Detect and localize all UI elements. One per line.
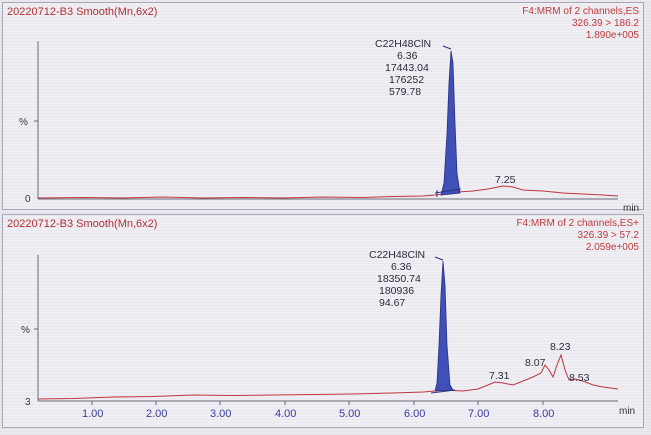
mrm-transition: 326.39 > 57.2 [577,230,639,241]
x-unit-label: min [619,406,635,417]
minor-peak-label: 7.25 [495,174,516,186]
x-tick-label: 8.00 [533,408,554,420]
chromatogram-panel-top[interactable]: 20220712-B3 Smooth(Mn,6x2) F4:MRM of 2 c… [2,2,644,211]
peak-signal-to-noise: 579.78 [389,86,421,98]
peak-baseline [430,389,456,394]
x-tick-label: 1.00 [82,408,103,420]
x-tick-label: 5.00 [339,408,360,420]
y-baseline-label: 0 [25,194,31,205]
y-baseline-label: 3 [25,397,31,408]
y-axis-label: % [21,325,30,336]
integrated-peak[interactable] [434,260,454,392]
x-tick-label: 2.00 [146,408,167,420]
x-tick-label: 3.00 [210,408,231,420]
chromatogram-plot-bottom: % 3 1.00 2.00 3.00 4.00 5.00 6.00 7.00 8… [21,249,635,420]
channel-description: F4:MRM of 2 channels,ES [522,6,639,17]
peak-area: 17443.04 [385,62,429,74]
y-axis-label: % [19,117,28,128]
peak-signal-to-noise: 94.67 [379,297,405,309]
intensity-scale: 1.890e+005 [585,30,639,41]
x-tick-label: 6.00 [404,408,425,420]
peak-rt: 6.36 [391,261,412,273]
peak-height: 176252 [389,74,424,86]
peak-label-leader [442,45,452,50]
chromatogram-trace [37,353,619,400]
minor-peak-label: 8.23 [550,341,571,353]
x-axis-ticks [91,401,544,405]
channel-info: F4:MRM of 2 channels,ES+ 326.39 > 57.2 2… [516,218,639,254]
peak-area: 18350.74 [377,273,421,285]
peak-compound: C22H48ClN [375,38,431,50]
peak-baseline [434,188,462,194]
peak-label-leader [434,256,444,261]
x-unit-label: min [623,203,639,211]
intensity-scale: 2.059e+005 [585,242,639,253]
integrated-peak[interactable] [440,50,461,196]
chromatogram-trace [37,185,619,199]
channel-description: F4:MRM of 2 channels,ES+ [516,218,639,229]
panel-title: 20220712-B3 Smooth(Mn,6x2) [7,218,158,230]
chromatogram-plot-top: % 0 min C22H48ClN 6.36 17443.04 176252 5… [19,38,639,211]
peak-compound: C22H48ClN [369,249,425,261]
mrm-transition: 326.39 > 186.2 [571,18,639,29]
x-tick-label: 4.00 [275,408,296,420]
minor-peak-label: 7.31 [489,370,510,382]
panel-title: 20220712-B3 Smooth(Mn,6x2) [7,6,158,18]
minor-peak-label: 8.07 [525,357,546,369]
peak-height: 180936 [379,285,414,297]
chromatogram-panel-bottom[interactable]: 20220712-B3 Smooth(Mn,6x2) F4:MRM of 2 c… [2,214,644,428]
minor-peak-label: 8.53 [569,372,590,384]
x-tick-label: 7.00 [468,408,489,420]
channel-info: F4:MRM of 2 channels,ES 326.39 > 186.2 1… [522,6,639,42]
peak-rt: 6.36 [397,50,418,62]
